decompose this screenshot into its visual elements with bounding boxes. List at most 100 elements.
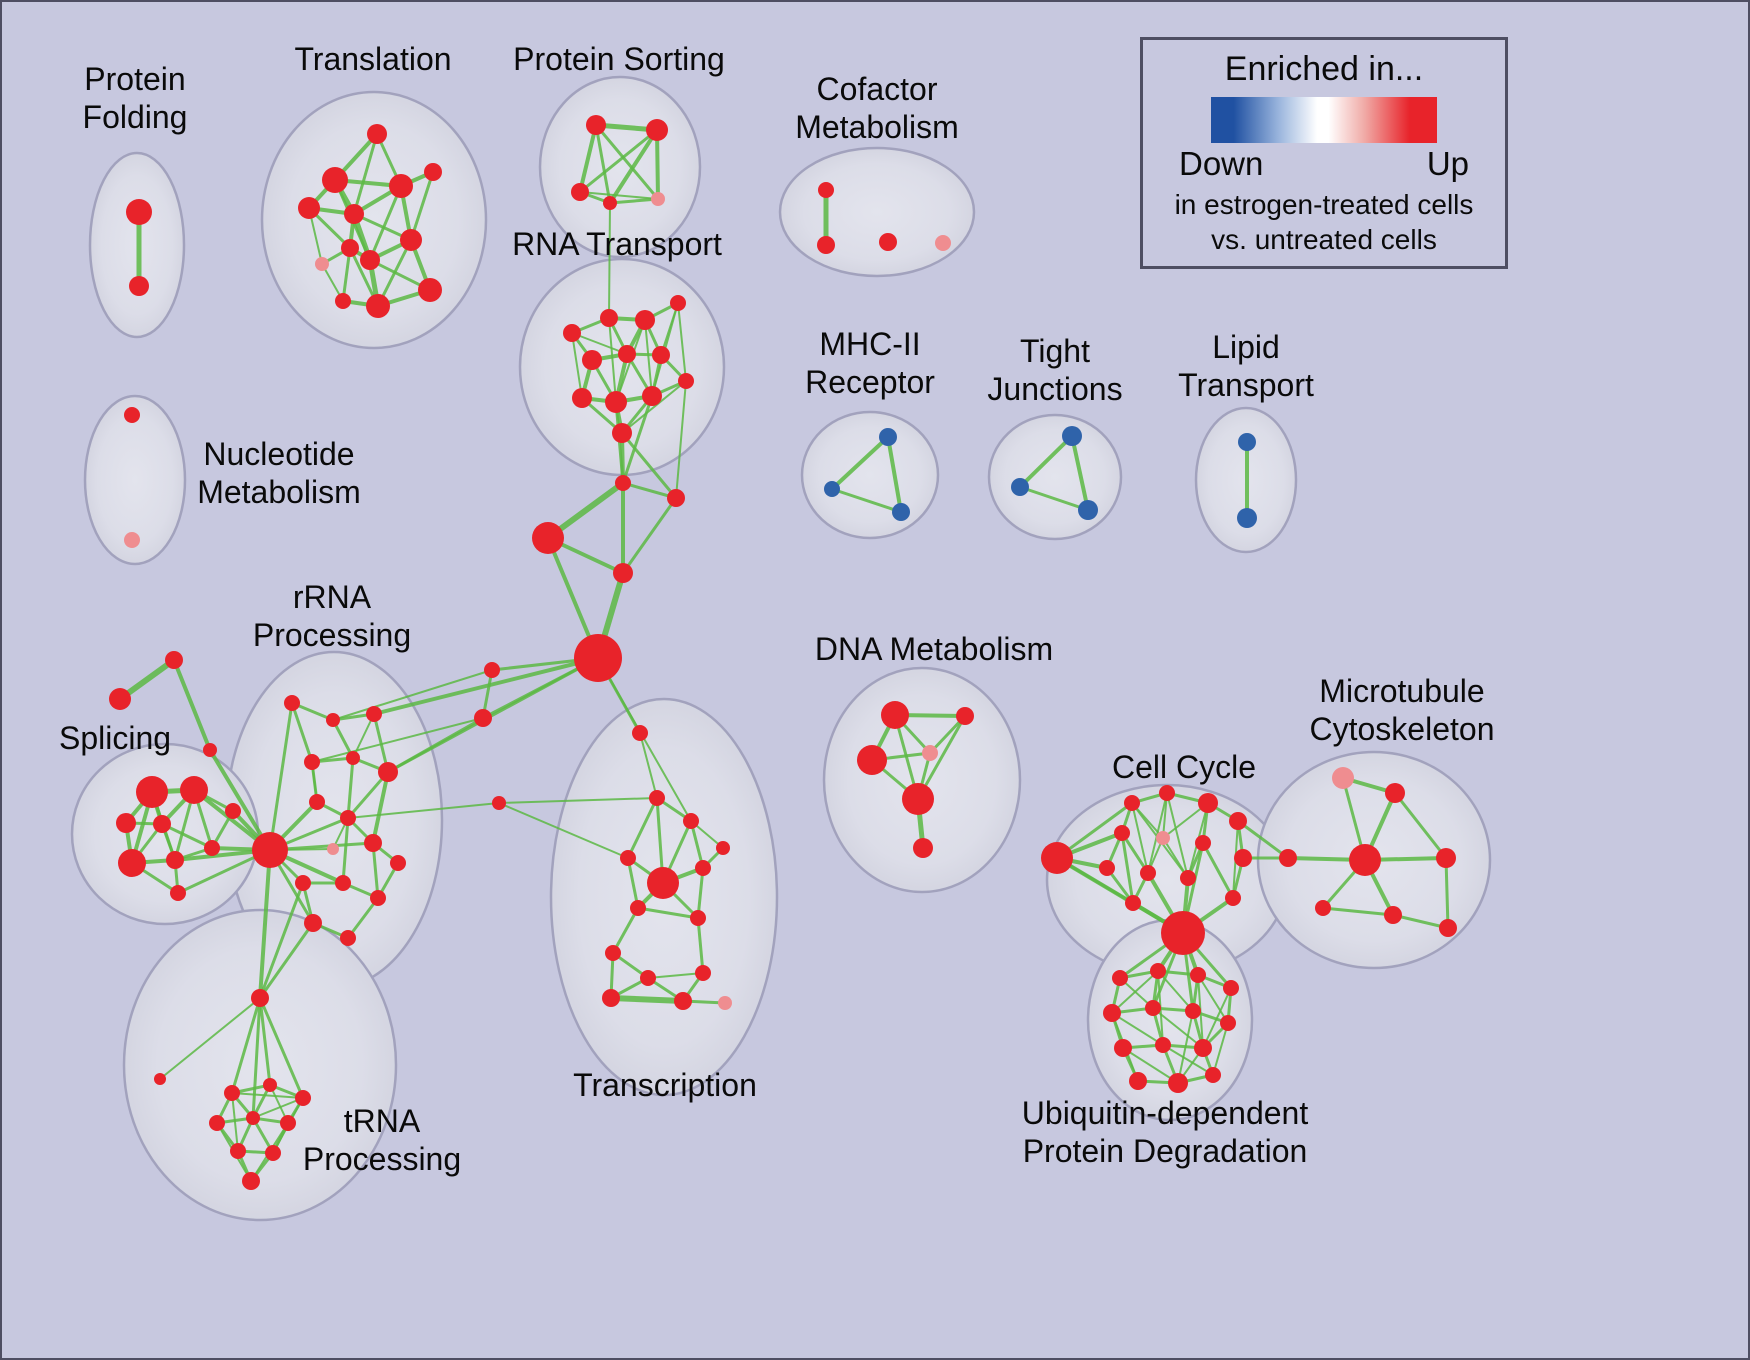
edge	[675, 380, 687, 499]
edge	[258, 881, 305, 1000]
edge	[621, 496, 678, 575]
node-red	[484, 662, 500, 678]
edge	[172, 658, 212, 752]
node-red	[605, 945, 621, 961]
node-red	[1229, 812, 1247, 830]
node-red	[532, 522, 564, 554]
node-red	[1145, 1000, 1161, 1016]
node-red	[649, 790, 665, 806]
edge	[1157, 970, 1194, 1012]
cluster-label-translation: Translation	[294, 41, 451, 77]
node-red	[224, 1085, 240, 1101]
node-red	[1315, 900, 1331, 916]
cluster-label-mhc-ii-receptor: MHC-II Receptor	[805, 326, 935, 400]
node-red	[1190, 967, 1206, 983]
cluster-label-ubiquitin-degradation: Ubiquitin-dependent Protein Degradation	[1022, 1095, 1309, 1169]
node-red	[180, 776, 208, 804]
node-red	[818, 182, 834, 198]
node-red	[695, 860, 711, 876]
node-red	[817, 236, 835, 254]
node-red	[366, 706, 382, 722]
edge	[1147, 792, 1168, 874]
node-red	[340, 810, 356, 826]
node-red	[1125, 895, 1141, 911]
edge	[644, 319, 653, 397]
cluster-label-dna-metabolism: DNA Metabolism	[815, 631, 1053, 667]
edge	[332, 669, 493, 721]
node-pink	[651, 192, 665, 206]
edge	[1201, 841, 1235, 900]
node-red	[1223, 980, 1239, 996]
node-pink	[1332, 767, 1354, 789]
node-red	[881, 701, 909, 729]
node-blue	[1238, 433, 1256, 451]
node-pink	[315, 257, 329, 271]
node-red	[1198, 793, 1218, 813]
edge	[579, 191, 659, 200]
edge	[1162, 1044, 1214, 1076]
node-red	[364, 834, 382, 852]
cluster-ellipse-nucleotide-metabolism	[83, 394, 187, 566]
node-red	[1205, 1067, 1221, 1083]
edge	[1391, 913, 1450, 930]
nodes	[109, 115, 1457, 1190]
node-red	[1168, 1073, 1188, 1093]
node-red	[640, 970, 656, 986]
node-red	[630, 900, 646, 916]
node-red	[360, 250, 380, 270]
node-red	[683, 813, 699, 829]
node-red	[667, 489, 685, 507]
node-red	[1234, 849, 1252, 867]
edge	[208, 748, 272, 852]
edge	[1444, 856, 1450, 930]
edge	[608, 202, 611, 319]
cluster-label-nucleotide-metabolism: Nucleotide Metabolism	[197, 436, 361, 510]
node-red	[322, 167, 348, 193]
node-red	[295, 875, 311, 891]
node-red	[1155, 1037, 1171, 1053]
cluster-label-cofactor-metabolism: Cofactor Metabolism	[795, 71, 959, 145]
cluster-label-lipid-transport: Lipid Transport	[1178, 329, 1314, 403]
legend: Enriched in... Down Up in estrogen-treat…	[1140, 37, 1508, 269]
node-red	[615, 475, 631, 491]
node-red	[613, 563, 633, 583]
node-red	[230, 1143, 246, 1159]
cluster-ellipse-tight-junctions	[987, 413, 1123, 541]
edge	[386, 716, 485, 774]
edge	[689, 819, 705, 870]
node-red	[563, 324, 581, 342]
node-blue	[1237, 508, 1257, 528]
node-red	[1114, 825, 1130, 841]
node-red	[1041, 842, 1073, 874]
edge	[620, 431, 678, 500]
node-red	[586, 115, 606, 135]
node-red	[1185, 1003, 1201, 1019]
node-red	[571, 183, 589, 201]
node-red	[572, 388, 592, 408]
edge	[409, 170, 435, 242]
node-blue	[1078, 500, 1098, 520]
node-red	[203, 743, 217, 757]
node-red	[1279, 849, 1297, 867]
cluster-label-transcription: Transcription	[573, 1067, 757, 1103]
node-red	[1349, 844, 1381, 876]
legend-down-label: Down	[1179, 145, 1264, 182]
cluster-labels: Protein Folding Translation Protein Sorting…	[59, 41, 1495, 1177]
node-red	[492, 796, 506, 810]
edge	[1131, 802, 1149, 874]
node-red	[295, 1090, 311, 1106]
node-red	[1159, 785, 1175, 801]
node-red	[1150, 963, 1166, 979]
node-pink	[718, 996, 732, 1010]
node-red	[474, 709, 492, 727]
edge	[696, 866, 705, 920]
node-red	[154, 1073, 166, 1085]
edge	[636, 906, 700, 920]
node-red	[1180, 870, 1196, 886]
node-red	[209, 1115, 225, 1131]
edge	[647, 972, 704, 979]
node-red	[690, 910, 706, 926]
node-red	[716, 841, 730, 855]
